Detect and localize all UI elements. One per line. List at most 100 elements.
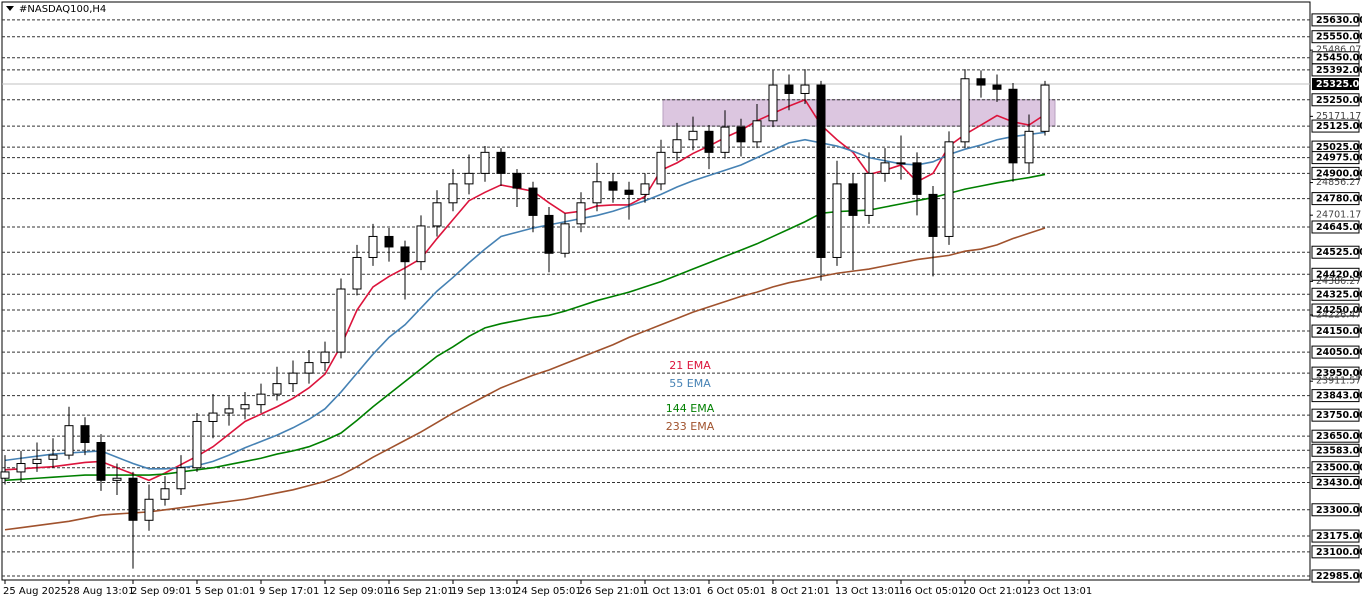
candle-body (896, 162, 906, 165)
x-tick-label: 5 Sep 01:01 (195, 586, 255, 597)
y-tick-label: 24701.17 (1316, 210, 1361, 221)
level-box (1311, 166, 1360, 180)
level-label: 25550.00 (1316, 32, 1362, 43)
candle-body (32, 458, 42, 465)
candle-body (16, 463, 26, 473)
level-label: 23300.00 (1316, 505, 1362, 516)
x-tick-label: 8 Oct 21:01 (771, 586, 830, 597)
x-tick-label: 12 Sep 09:01 (323, 586, 390, 597)
x-tick-label: 20 Oct 21:01 (963, 586, 1028, 597)
candle-body (176, 467, 186, 490)
candle-body (768, 84, 778, 122)
level-box (1311, 429, 1360, 443)
candle-body (192, 420, 202, 469)
candle-body (80, 425, 90, 443)
level-box (1311, 545, 1360, 559)
x-tick-label: 9 Sep 17:01 (259, 586, 319, 597)
zone (662, 99, 1056, 127)
candle-body (832, 183, 842, 258)
level-label: 23430.00 (1316, 477, 1362, 488)
level-label: 24150.00 (1316, 326, 1362, 337)
candle-body (544, 214, 554, 254)
candle-body (672, 139, 682, 153)
level-box (1311, 220, 1360, 234)
level-box (1311, 151, 1360, 165)
y-tick-label: 24226.47 (1316, 309, 1361, 320)
level-label: 23583.00 (1316, 445, 1362, 456)
candle-body (608, 181, 618, 191)
x-tick-label: 25 Aug 2025 (3, 586, 67, 597)
legend-entry: 21 EMA (669, 359, 711, 372)
level-label: 25392.00 (1316, 65, 1362, 76)
level-box (1311, 13, 1360, 27)
y-tick-label: 25171.17 (1316, 111, 1361, 122)
x-tick-label: 16 Sep 21:01 (387, 586, 454, 597)
level-box (1311, 63, 1360, 77)
candle-body (816, 84, 826, 258)
level-box (1311, 389, 1360, 403)
chart-title: #NASDAQ100,H4 (19, 4, 106, 15)
x-tick-label: 6 Oct 05:01 (707, 586, 766, 597)
level-label: 24975.00 (1316, 153, 1362, 164)
level-label: 23750.00 (1316, 410, 1362, 421)
current-price-box (1312, 78, 1359, 91)
candle-body (944, 141, 954, 237)
level-box (1311, 345, 1360, 359)
candle-body (448, 183, 458, 204)
level-label: 24780.00 (1316, 194, 1362, 205)
level-box (1311, 503, 1360, 517)
candle-body (400, 246, 410, 263)
current-price-label: 25325.00 (1316, 79, 1362, 90)
level-label: 24900.00 (1316, 168, 1362, 179)
candle-body (784, 84, 794, 94)
candle-body (224, 408, 234, 414)
candle-body (208, 412, 218, 422)
level-label: 24050.00 (1316, 347, 1362, 358)
x-tick-label: 13 Oct 13:01 (835, 586, 900, 597)
candle-body (384, 235, 394, 248)
y-tick-label: 24386.27 (1316, 276, 1361, 287)
x-tick-label: 1 Oct 13:01 (643, 586, 702, 597)
candle-body (240, 404, 250, 410)
level-box (1311, 366, 1360, 380)
level-label: 23950.00 (1316, 368, 1362, 379)
candle-body (960, 78, 970, 143)
candle-body (352, 256, 362, 290)
y-tick-label: 24856.27 (1316, 177, 1361, 188)
candle-body (416, 225, 426, 263)
candle-body (800, 84, 810, 94)
legend-entry: 55 EMA (669, 377, 711, 390)
candle-body (640, 183, 650, 195)
level-label: 24250.00 (1316, 305, 1362, 316)
level-box (1311, 192, 1360, 206)
legend-entry: 233 EMA (666, 420, 715, 433)
level-label: 23843.00 (1316, 391, 1362, 402)
candle-body (304, 362, 314, 374)
level-box (1311, 93, 1360, 107)
level-box (1311, 324, 1360, 338)
candle-body (512, 172, 522, 189)
candle-body (368, 235, 378, 258)
level-label: 23100.00 (1316, 547, 1362, 558)
level-label: 23500.00 (1316, 463, 1362, 474)
menu-arrow[interactable] (6, 6, 14, 11)
level-label: 24645.00 (1316, 222, 1362, 233)
candle-body (272, 383, 282, 395)
ema-line (4, 227, 1046, 531)
candle-body (592, 181, 602, 204)
candle-body (864, 172, 874, 216)
candle-body (528, 187, 538, 216)
x-tick-label: 16 Oct 05:01 (899, 586, 964, 597)
candle-body (320, 351, 330, 364)
candle-body (992, 84, 1002, 90)
candle-body (128, 477, 138, 521)
x-tick-label: 28 Aug 13:01 (67, 586, 134, 597)
candle-body (96, 441, 106, 481)
x-tick-label: 26 Sep 21:01 (579, 586, 646, 597)
candle-body (704, 130, 714, 153)
x-tick-label: 2 Sep 09:01 (131, 586, 191, 597)
level-box (1311, 529, 1360, 543)
candle-body (736, 126, 746, 143)
candle-body (1040, 84, 1050, 132)
